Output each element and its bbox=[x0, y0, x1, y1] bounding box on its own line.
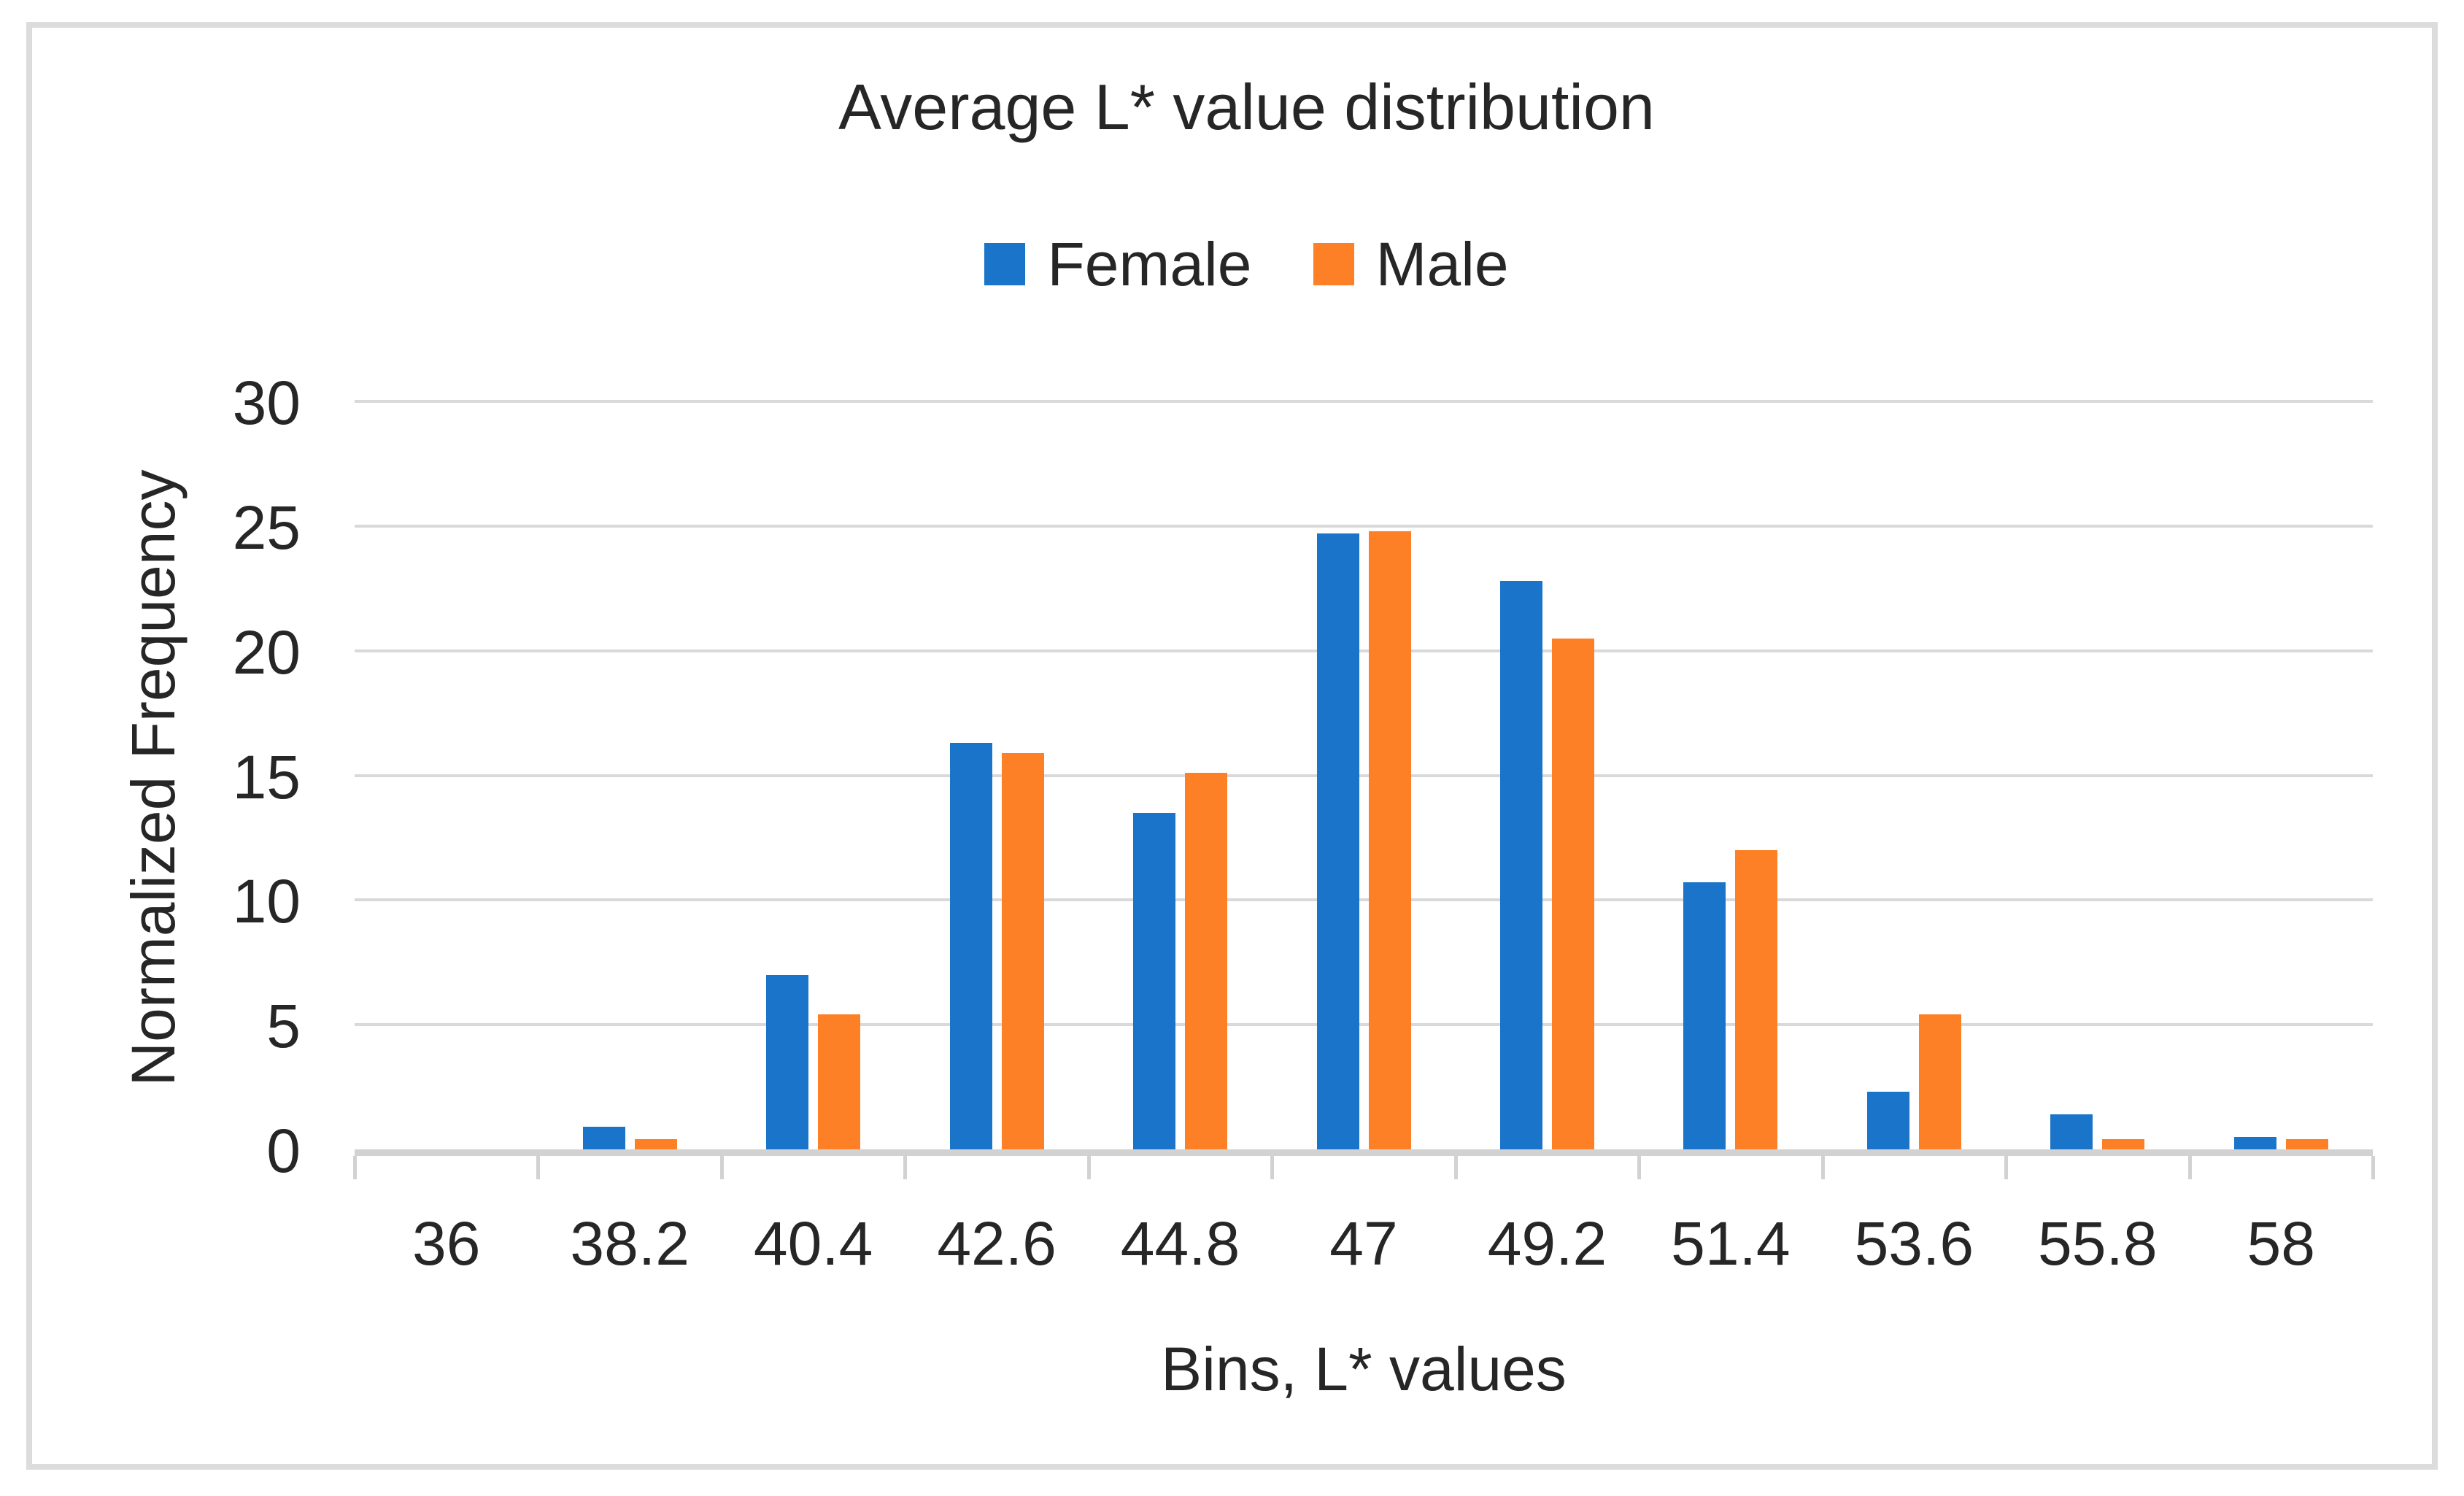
bar-female-49.2 bbox=[1499, 581, 1542, 1149]
y-tick-label-0: 0 bbox=[266, 1117, 301, 1185]
x-tick-label-53.6: 53.6 bbox=[1854, 1209, 1974, 1278]
x-tick-mark-6 bbox=[1453, 1156, 1458, 1179]
gridline-10 bbox=[355, 898, 2373, 902]
y-tick-label-15: 15 bbox=[232, 742, 301, 811]
x-tick-label-58: 58 bbox=[2247, 1209, 2315, 1278]
legend-item-female: Female bbox=[984, 230, 1252, 298]
y-tick-label-20: 20 bbox=[232, 617, 301, 687]
bar-female-58 bbox=[2233, 1137, 2276, 1149]
bar-male-47 bbox=[1368, 531, 1411, 1149]
x-tick-mark-5 bbox=[1270, 1156, 1275, 1179]
bar-female-38.2 bbox=[582, 1127, 625, 1149]
bar-female-44.8 bbox=[1133, 813, 1176, 1149]
x-tick-mark-1 bbox=[536, 1156, 541, 1179]
bar-male-58 bbox=[2285, 1139, 2328, 1149]
x-tick-label-55.8: 55.8 bbox=[2038, 1209, 2158, 1278]
y-tick-label-30: 30 bbox=[232, 369, 301, 437]
x-tick-mark-7 bbox=[1637, 1156, 1642, 1179]
bar-female-51.4 bbox=[1683, 882, 1726, 1149]
x-tick-label-42.6: 42.6 bbox=[937, 1209, 1057, 1278]
bar-male-42.6 bbox=[1001, 753, 1044, 1149]
x-tick-mark-4 bbox=[1086, 1156, 1091, 1179]
x-tick-mark-3 bbox=[903, 1156, 908, 1179]
gridline-15 bbox=[355, 774, 2373, 777]
legend-label-female: Female bbox=[1047, 230, 1252, 298]
legend-label-male: Male bbox=[1375, 230, 1509, 298]
legend-swatch-female bbox=[984, 243, 1026, 285]
plot-area bbox=[355, 400, 2373, 1149]
bar-male-49.2 bbox=[1551, 639, 1594, 1149]
x-tick-mark-2 bbox=[719, 1156, 724, 1179]
gridline-5 bbox=[355, 1023, 2373, 1027]
legend-item-male: Male bbox=[1313, 234, 1509, 295]
legend: Female Male bbox=[0, 234, 2464, 295]
bar-male-55.8 bbox=[2102, 1139, 2145, 1149]
y-tick-label-10: 10 bbox=[232, 867, 301, 936]
gridline-25 bbox=[355, 524, 2373, 528]
x-tick-label-38.2: 38.2 bbox=[570, 1209, 690, 1278]
x-tick-label-49.2: 49.2 bbox=[1487, 1209, 1607, 1278]
y-tick-label-25: 25 bbox=[232, 493, 301, 562]
x-axis-title: Bins, L* values bbox=[1161, 1335, 1567, 1403]
bar-female-55.8 bbox=[2050, 1114, 2093, 1149]
x-tick-label-36: 36 bbox=[412, 1209, 481, 1278]
bar-male-51.4 bbox=[1735, 850, 1778, 1149]
x-tick-label-40.4: 40.4 bbox=[753, 1209, 873, 1278]
x-tick-label-51.4: 51.4 bbox=[1671, 1209, 1791, 1278]
bar-male-44.8 bbox=[1185, 773, 1228, 1149]
bar-female-53.6 bbox=[1866, 1092, 1909, 1149]
y-tick-label-5: 5 bbox=[266, 992, 301, 1061]
bar-male-40.4 bbox=[818, 1014, 861, 1149]
x-tick-label-44.8: 44.8 bbox=[1120, 1209, 1240, 1278]
bar-male-53.6 bbox=[1918, 1014, 1961, 1149]
bar-female-47 bbox=[1316, 533, 1359, 1149]
x-tick-label-47: 47 bbox=[1329, 1209, 1398, 1278]
x-tick-mark-10 bbox=[2187, 1156, 2192, 1179]
bar-male-38.2 bbox=[634, 1139, 677, 1149]
x-tick-mark-11 bbox=[2371, 1156, 2375, 1179]
gridline-30 bbox=[355, 400, 2373, 403]
legend-swatch-male bbox=[1313, 243, 1354, 285]
chart-title: Average L* value distribution bbox=[838, 71, 1655, 143]
bar-female-42.6 bbox=[949, 743, 992, 1149]
x-tick-mark-8 bbox=[1820, 1156, 1825, 1179]
bar-female-40.4 bbox=[766, 975, 809, 1149]
x-axis-line bbox=[355, 1149, 2373, 1156]
gridline-20 bbox=[355, 649, 2373, 652]
x-tick-mark-0 bbox=[353, 1156, 357, 1179]
x-tick-mark-9 bbox=[2004, 1156, 2009, 1179]
